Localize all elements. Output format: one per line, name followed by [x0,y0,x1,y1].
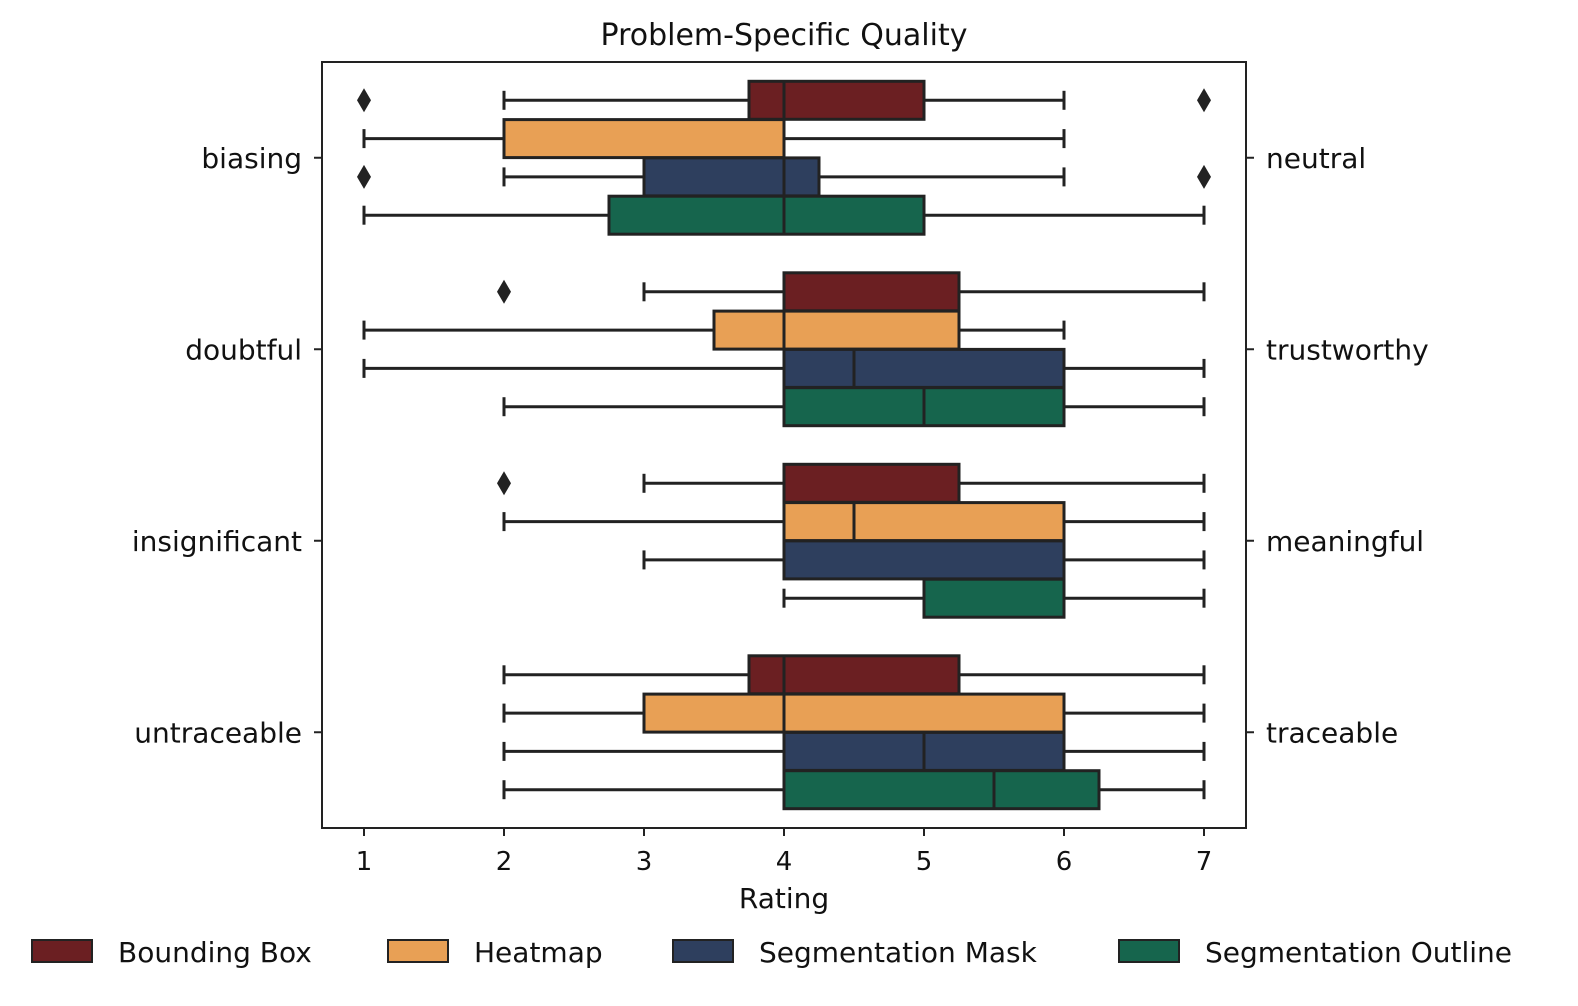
left-category-label: doubtful [185,333,302,366]
legend-item: Bounding Box [31,936,312,969]
left-category-label: untraceable [134,716,302,749]
legend-swatch [1118,939,1180,963]
box-iqr [922,577,1066,619]
legend-label: Bounding Box [118,936,312,969]
box-insignificant-2 [642,539,1206,581]
x-tick-label: 5 [916,847,933,877]
x-tick-label: 6 [1056,847,1073,877]
chart-title: Problem-Specific Quality [601,18,968,53]
outlier-marker [357,164,371,189]
box-iqr [607,194,926,236]
box-doubtful-0 [497,271,1206,313]
box-iqr [502,118,786,160]
box-iqr [782,271,961,313]
box-iqr [782,769,1101,811]
box-biasing-3 [362,194,1206,236]
box-insignificant-0 [497,462,1206,504]
box-doubtful-1 [362,309,1066,351]
x-tick-label: 1 [356,847,373,877]
outlier-marker [497,471,511,496]
right-category-label: neutral [1266,142,1366,175]
box-untraceable-3 [502,769,1206,811]
box-untraceable-1 [502,692,1206,734]
boxes-layer [357,79,1211,811]
left-category-axis: biasing doubtful insignificant untraceable [132,142,322,749]
x-tick-label: 2 [496,847,513,877]
box-iqr [642,156,821,198]
legend-swatch [672,939,734,963]
box-iqr [782,539,1066,581]
left-category-label: biasing [201,142,302,175]
box-iqr [782,462,961,504]
right-category-axis: neutral trustworthy meaningful traceable [1246,142,1429,749]
outlier-marker [357,88,371,113]
right-category-label: meaningful [1266,525,1424,558]
box-untraceable-0 [502,654,1206,696]
box-iqr [747,79,926,121]
legend-swatch [387,939,449,963]
box-untraceable-2 [502,730,1206,772]
x-tick-label: 7 [1196,847,1213,877]
x-axis: 1 2 3 4 5 6 7 [356,828,1213,877]
box-iqr [782,347,1066,389]
box-biasing-1 [362,118,1066,160]
legend-label: Heatmap [474,936,603,969]
left-category-label: insignificant [132,525,302,558]
box-iqr [782,501,1066,543]
box-iqr [712,309,961,351]
right-category-label: traceable [1266,716,1398,749]
box-biasing-0 [357,79,1211,121]
box-doubtful-2 [362,347,1206,389]
box-insignificant-3 [782,577,1206,619]
x-tick-label: 3 [636,847,653,877]
legend-item: Segmentation Mask [672,936,1038,969]
x-axis-label: Rating [739,882,829,915]
legend: Bounding Box Heatmap Segmentation Mask Segm… [31,936,1512,969]
legend-label: Segmentation Outline [1205,936,1512,969]
box-insignificant-1 [502,501,1206,543]
outlier-marker [497,279,511,304]
box-doubtful-3 [502,386,1206,428]
box-biasing-2 [357,156,1211,198]
right-category-label: trustworthy [1266,333,1429,366]
legend-item: Segmentation Outline [1118,936,1512,969]
legend-label: Segmentation Mask [759,936,1038,969]
outlier-marker [1197,164,1211,189]
box-iqr [642,692,1066,734]
legend-swatch [31,939,93,963]
box-iqr [747,654,961,696]
outlier-marker [1197,88,1211,113]
x-tick-label: 4 [776,847,793,877]
legend-item: Heatmap [387,936,603,969]
